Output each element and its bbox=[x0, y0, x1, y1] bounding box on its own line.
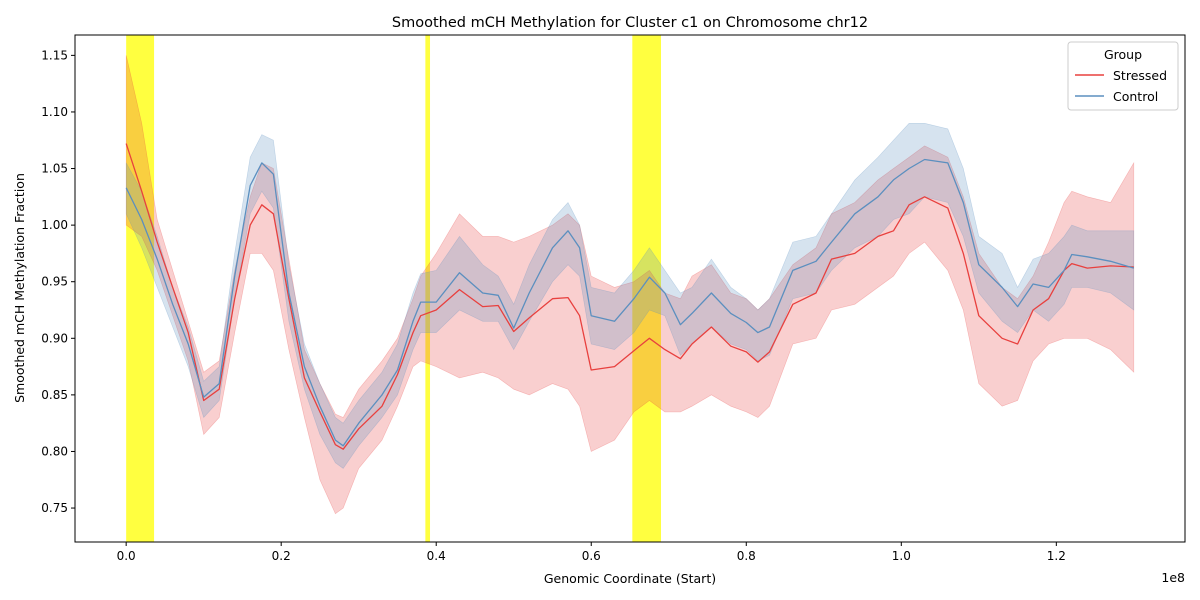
x-axis-offset-label: 1e8 bbox=[1161, 570, 1185, 585]
y-tick-label: 0.90 bbox=[41, 331, 68, 345]
y-tick-label: 1.05 bbox=[41, 162, 68, 176]
legend: Group Stressed Control bbox=[1067, 41, 1179, 111]
y-tick-label: 1.15 bbox=[41, 48, 68, 62]
x-tick-label: 0.6 bbox=[582, 549, 601, 563]
chart-title: Smoothed mCH Methylation for Cluster c1 … bbox=[392, 15, 868, 31]
series-line-stressed bbox=[125, 143, 1134, 450]
plot-area bbox=[74, 34, 1186, 543]
y-tick-label: 0.75 bbox=[41, 501, 68, 515]
y-tick-label: 1.10 bbox=[41, 105, 68, 119]
highlight-region-2 bbox=[632, 35, 662, 542]
legend-title: Group bbox=[1104, 47, 1142, 62]
highlight-region-0 bbox=[126, 35, 155, 542]
x-tick-label: 0.4 bbox=[427, 549, 446, 563]
series-line-control bbox=[125, 158, 1134, 447]
highlight-regions bbox=[126, 35, 662, 542]
x-tick-label: 0.0 bbox=[117, 549, 136, 563]
y-tick-label: 1.00 bbox=[41, 218, 68, 232]
x-tick-label: 0.8 bbox=[737, 549, 756, 563]
x-tick-label: 1.0 bbox=[892, 549, 911, 563]
y-tick-label: 0.95 bbox=[41, 275, 68, 289]
confidence-band-control bbox=[125, 123, 1135, 469]
highlight-region-1 bbox=[425, 35, 431, 542]
x-axis-label: Genomic Coordinate (Start) bbox=[544, 571, 716, 586]
legend-label-stressed: Stressed bbox=[1113, 68, 1167, 83]
legend-box bbox=[1067, 41, 1179, 111]
legend-label-control: Control bbox=[1113, 89, 1158, 104]
series-lines bbox=[125, 143, 1134, 450]
y-tick-label: 0.85 bbox=[41, 388, 68, 402]
x-tick-label: 0.2 bbox=[272, 549, 291, 563]
x-tick-label: 1.2 bbox=[1047, 549, 1066, 563]
x-axis-ticks: 0.0 0.2 0.4 0.6 0.8 1.0 1.2 bbox=[117, 542, 1066, 563]
confidence-bands bbox=[125, 55, 1135, 515]
y-axis-label: Smoothed mCH Methylation Fraction bbox=[12, 173, 27, 403]
y-tick-label: 0.80 bbox=[41, 444, 68, 458]
y-axis-ticks: 0.75 0.80 0.85 0.90 0.95 1.00 1.05 1.10 1.15 bbox=[41, 48, 75, 515]
